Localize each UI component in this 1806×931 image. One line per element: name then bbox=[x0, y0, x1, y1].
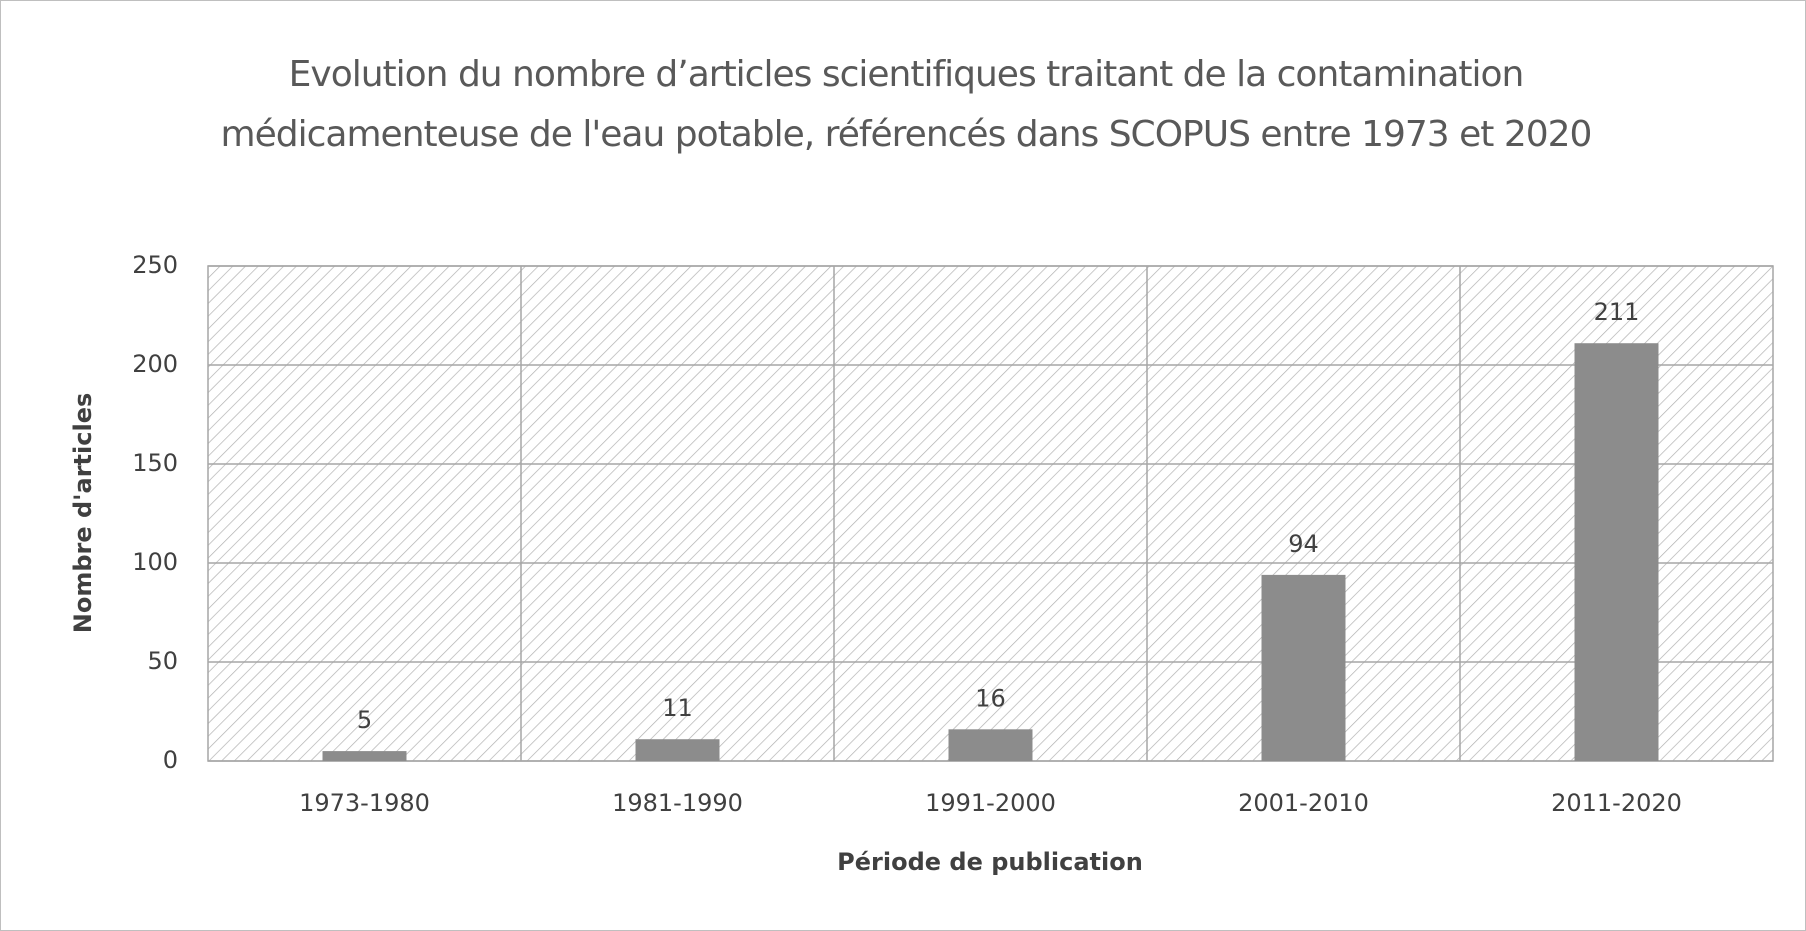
x-tick-label: 2001-2010 bbox=[1238, 789, 1369, 817]
x-tick-label: 1973-1980 bbox=[299, 789, 430, 817]
x-tick-label: 2011-2020 bbox=[1551, 789, 1682, 817]
bar bbox=[322, 751, 407, 761]
data-label: 5 bbox=[357, 706, 372, 734]
y-tick-label: 0 bbox=[163, 746, 178, 774]
y-tick-label: 250 bbox=[132, 251, 178, 279]
y-tick-label: 100 bbox=[132, 548, 178, 576]
chart-title: Evolution du nombre d’articles scientifi… bbox=[220, 54, 1593, 155]
y-tick-label: 50 bbox=[147, 647, 178, 675]
y-axis-label: Nombre d'articles bbox=[69, 393, 97, 634]
bar bbox=[1261, 574, 1346, 761]
data-label: 11 bbox=[662, 694, 693, 722]
bar bbox=[1574, 343, 1659, 761]
data-label: 211 bbox=[1594, 298, 1640, 326]
x-tick-label: 1991-2000 bbox=[925, 789, 1056, 817]
x-tick-label: 1981-1990 bbox=[612, 789, 743, 817]
data-label: 16 bbox=[975, 684, 1006, 712]
bar bbox=[948, 729, 1033, 761]
bar bbox=[635, 739, 720, 761]
x-axis-label: Période de publication bbox=[837, 848, 1143, 876]
y-tick-label: 200 bbox=[132, 350, 178, 378]
plot-area bbox=[207, 265, 1774, 762]
y-tick-label: 150 bbox=[132, 449, 178, 477]
data-label: 94 bbox=[1288, 530, 1319, 558]
